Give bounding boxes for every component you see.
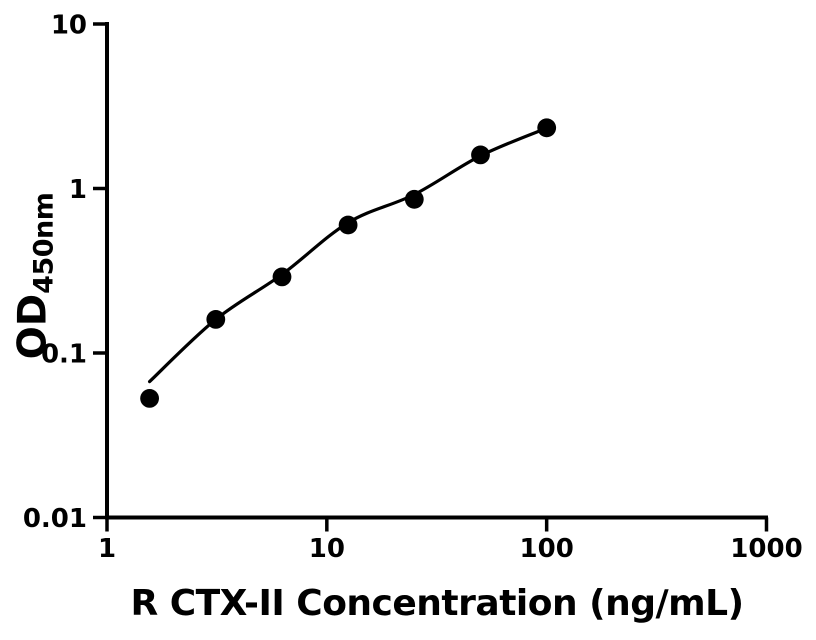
x-tick-label: 10	[309, 534, 345, 564]
x-axis-title-text: R CTX-II Concentration (ng/mL)	[130, 583, 744, 624]
y-tick-label: 0.1	[41, 340, 87, 370]
y-tick-label: 1	[69, 175, 87, 205]
data-point	[338, 215, 358, 235]
data-point	[404, 189, 424, 209]
fit-curve-line	[148, 126, 549, 384]
data-point	[471, 145, 490, 165]
x-tick-label: 100	[520, 534, 574, 564]
y-axis-title-subscript: 450nm	[28, 192, 60, 294]
data-point	[206, 310, 226, 329]
x-axis-title: R CTX-II Concentration (ng/mL)	[90, 583, 784, 624]
data-point	[537, 118, 557, 138]
y-axis-title: OD450nm	[10, 193, 60, 360]
y-axis-title-main: OD	[10, 293, 56, 360]
data-point	[272, 267, 292, 287]
data-point	[140, 389, 160, 408]
x-tick-label: 1	[98, 534, 116, 564]
y-tick-label: 10	[51, 11, 87, 41]
y-tick-label: 0.01	[23, 504, 87, 534]
x-tick-label: 1000	[730, 534, 802, 564]
